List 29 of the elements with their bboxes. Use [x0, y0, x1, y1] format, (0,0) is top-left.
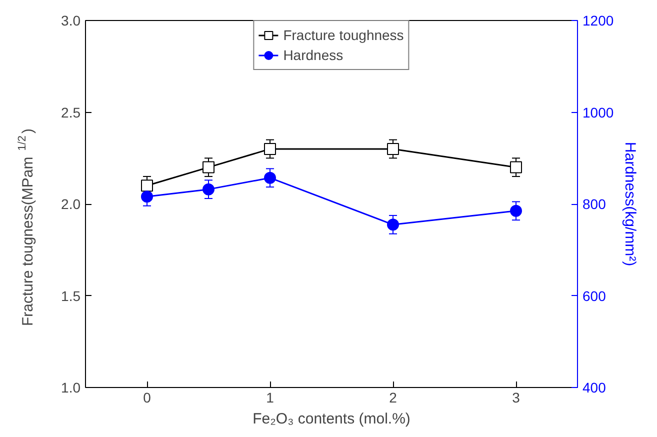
x-axis-title: Fe₂O₃ contents (mol.%) [252, 410, 410, 428]
x-tick-label: 0 [143, 390, 152, 406]
y2-axis-title: Hardness(kg/mm²) [622, 142, 639, 266]
point [202, 161, 214, 174]
y2-tick-label: 400 [582, 380, 606, 396]
y-axis-title: Fracture tougness(MPam 1/2) [16, 128, 36, 326]
x-tick-label: 1 [266, 390, 274, 406]
y2-tick-label: 1200 [582, 12, 614, 28]
y-tick-label: 2.0 [61, 196, 81, 212]
legend-label: Hardness [283, 47, 344, 63]
x-tick-label: 3 [512, 390, 520, 406]
x-tick-label: 2 [389, 390, 398, 406]
point [264, 172, 276, 184]
y2-tick-label: 600 [582, 288, 606, 304]
y-tick-label: 2.5 [61, 104, 81, 120]
y2-tick-label: 800 [582, 196, 606, 212]
point [141, 190, 153, 203]
point [141, 180, 153, 192]
legend-label: Fracture toughness [283, 27, 404, 43]
point [387, 142, 399, 155]
y2-tick-label: 1000 [582, 104, 614, 120]
y-tick-label: 1.0 [61, 380, 81, 396]
y-tick-label: 1.5 [61, 288, 81, 304]
y-tick-label: 3.0 [61, 12, 81, 28]
point [264, 142, 276, 155]
point [510, 161, 522, 174]
point [510, 204, 522, 217]
point [387, 218, 399, 231]
point [202, 183, 214, 196]
